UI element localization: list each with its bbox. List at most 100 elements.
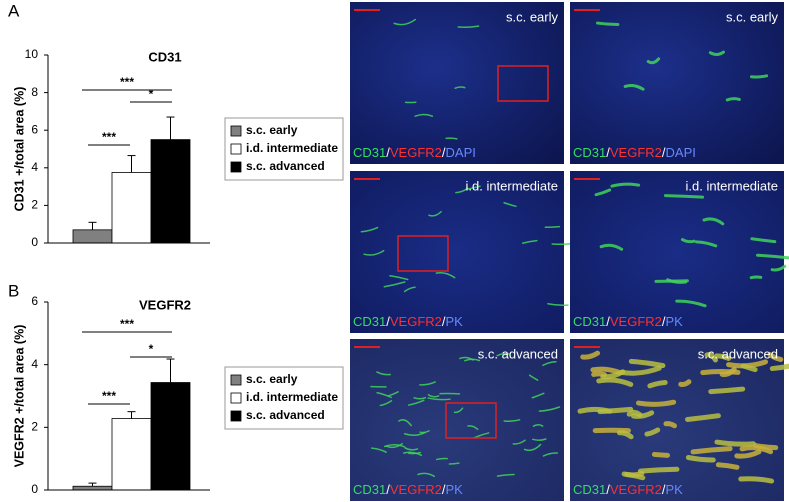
bar — [111, 418, 152, 491]
image-caption: CD31/VEGFR2/PK — [353, 482, 463, 497]
caption-part: / — [442, 145, 446, 160]
vessel — [595, 21, 620, 27]
caption-part: CD31 — [573, 482, 606, 497]
vessel — [680, 238, 696, 244]
caption-part: VEGFR2 — [610, 145, 662, 160]
vessel — [767, 352, 784, 362]
caption-part: / — [606, 314, 610, 329]
vessel — [453, 407, 464, 414]
bar — [72, 229, 113, 244]
vessel — [428, 210, 442, 217]
caption-part: PK — [666, 482, 684, 497]
caption-part: CD31 — [353, 145, 386, 160]
panel-label: B — [8, 281, 19, 300]
vessel — [448, 462, 460, 465]
caption-part: VEGFR2 — [610, 314, 662, 329]
vessel — [700, 369, 741, 376]
legend-swatch — [230, 143, 242, 155]
vessel — [630, 410, 655, 419]
caption-part: / — [386, 314, 390, 329]
image-caption: CD31/VEGFR2/PK — [353, 314, 463, 329]
image-caption: CD31/VEGFR2/DAPI — [353, 145, 476, 160]
legend-box — [224, 366, 344, 430]
image-label: s.c. advanced — [698, 346, 778, 361]
vessel — [363, 249, 385, 256]
vessel — [417, 472, 436, 478]
caption-part: / — [386, 145, 390, 160]
vessel — [385, 442, 403, 449]
vessel — [551, 242, 574, 245]
vessel — [753, 443, 779, 451]
caption-part: CD31 — [573, 145, 606, 160]
vessel — [654, 279, 689, 283]
vessel — [532, 424, 544, 427]
vessel — [599, 243, 624, 251]
y-tick-label: 6 — [31, 294, 38, 308]
caption-part: VEGFR2 — [610, 482, 662, 497]
vessel — [623, 84, 645, 91]
y-tick-label: 4 — [31, 357, 38, 371]
legend-box — [224, 117, 344, 181]
legend-label: s.c. advanced — [246, 408, 325, 422]
vessel — [435, 457, 448, 461]
legend-label: s.c. early — [246, 372, 298, 386]
vessel — [393, 18, 417, 26]
y-tick-label: 8 — [31, 85, 38, 99]
vessel — [708, 386, 746, 395]
vessel — [521, 239, 538, 244]
vessel — [617, 430, 634, 440]
chart-title: CD31 — [148, 49, 181, 64]
micrograph — [570, 171, 784, 333]
vessel — [678, 379, 692, 388]
vessel — [387, 391, 399, 397]
bar — [150, 139, 191, 244]
vessel — [628, 358, 666, 369]
vessel — [547, 302, 569, 306]
vessel — [389, 275, 409, 281]
significance-label: * — [149, 87, 154, 101]
vessel — [619, 365, 662, 376]
caption-part: PK — [666, 314, 684, 329]
vessel — [635, 399, 677, 407]
significance-label: *** — [120, 75, 134, 89]
caption-part: PK — [446, 314, 464, 329]
caption-part: / — [606, 145, 610, 160]
vessel — [542, 361, 557, 367]
vessel — [750, 237, 777, 244]
vessel — [694, 240, 718, 248]
vessel — [690, 446, 733, 455]
vessel — [544, 225, 561, 229]
vessel — [532, 438, 547, 441]
significance-label: *** — [120, 317, 134, 331]
vessel — [464, 358, 481, 362]
vessel — [704, 352, 719, 363]
vessel — [675, 299, 707, 308]
vessel — [496, 352, 510, 357]
vessel — [610, 182, 641, 188]
vessel — [577, 406, 613, 414]
image-label: s.c. early — [726, 9, 779, 24]
caption-part: / — [442, 482, 446, 497]
image-caption: CD31/VEGFR2/PK — [573, 314, 683, 329]
caption-part: VEGFR2 — [390, 145, 442, 160]
vessel — [403, 431, 426, 437]
vessel — [379, 399, 393, 407]
vessel — [580, 350, 601, 360]
vessel — [646, 57, 661, 65]
zoom-box — [497, 65, 549, 102]
vessel — [734, 449, 762, 459]
vessel — [427, 397, 451, 401]
vessel — [435, 271, 456, 279]
legend-label: i.d. intermediate — [246, 141, 338, 155]
vessel — [402, 451, 423, 457]
vessel — [685, 454, 716, 463]
caption-part: / — [442, 314, 446, 329]
legend-swatch — [230, 410, 242, 422]
vessel — [528, 374, 539, 381]
image-label: i.d. intermediate — [466, 178, 559, 193]
vessel — [413, 396, 427, 400]
legend-label: s.c. advanced — [246, 159, 325, 173]
vessel — [360, 226, 379, 233]
